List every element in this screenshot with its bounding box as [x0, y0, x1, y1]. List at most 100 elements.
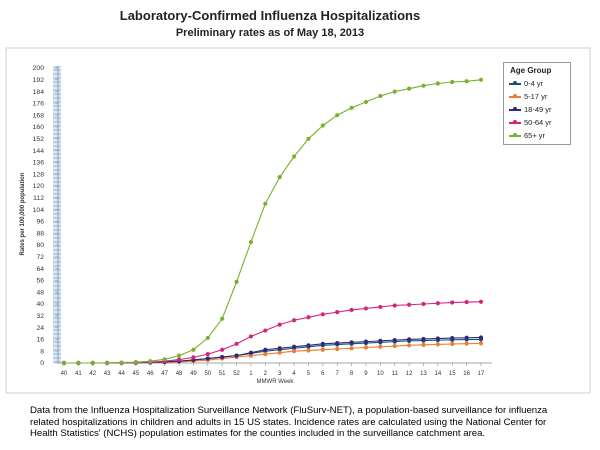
data-point: [421, 301, 426, 307]
data-point: [76, 360, 81, 366]
data-point: [162, 357, 167, 362]
data-point: [435, 301, 440, 306]
data-point: [378, 338, 383, 343]
data-point: [205, 335, 210, 341]
data-point: [277, 350, 282, 355]
data-point: [464, 335, 469, 340]
y-tick-label: 184: [33, 89, 45, 96]
data-point: [450, 300, 455, 305]
data-point: [234, 353, 239, 358]
x-axis-label: MMWR Week: [257, 379, 295, 385]
data-point: [320, 312, 325, 317]
x-tick-label: 14: [435, 371, 442, 377]
data-point: [407, 86, 412, 91]
legend-item: 0-4 yr: [504, 77, 570, 90]
legend-label: 50-64 yr: [524, 118, 552, 127]
x-tick-label: 46: [147, 371, 154, 377]
y-tick-label: 112: [33, 195, 44, 202]
data-point: [205, 352, 210, 357]
data-point: [407, 343, 412, 348]
data-point: [392, 343, 397, 349]
series-0-4-yr: [61, 337, 484, 366]
data-point: [306, 315, 311, 320]
data-point: [105, 360, 110, 365]
y-tick-label: 56: [36, 278, 44, 285]
x-tick-label: 17: [478, 371, 485, 377]
data-point: [248, 334, 254, 339]
plot-frame: [5, 47, 591, 394]
y-tick-label: 176: [33, 101, 45, 108]
y-tick-label: 88: [36, 230, 44, 237]
line-chart: 0816243240485664728088961041121201281361…: [5, 47, 591, 394]
data-point: [335, 346, 340, 352]
data-point: [378, 344, 383, 349]
x-tick-label: 15: [449, 371, 456, 377]
x-tick-label: 7: [336, 371, 340, 377]
data-point: [435, 336, 440, 341]
y-tick-label: 32: [36, 313, 44, 320]
data-point: [277, 322, 282, 327]
series-5-17-yr: [61, 341, 484, 366]
x-tick-label: 3: [278, 371, 282, 377]
y-tick-label: 128: [33, 171, 45, 178]
data-point: [349, 346, 354, 351]
y-tick-label: 40: [36, 301, 44, 308]
data-point: [450, 335, 455, 341]
data-point: [306, 348, 311, 353]
data-point: [363, 345, 369, 350]
data-point: [220, 316, 225, 321]
y-tick-label: 192: [33, 77, 45, 84]
data-point: [335, 340, 340, 346]
data-point: [90, 360, 95, 366]
y-ticks: 0 8 16 24 32 40 48 56 64 72 80 88 96 104 112 120 128 136 1…: [33, 65, 58, 367]
x-tick-label: 48: [176, 371, 183, 377]
data-point: [205, 356, 210, 361]
data-point: [363, 339, 369, 344]
data-point: [61, 360, 67, 366]
data-point: [478, 335, 484, 340]
data-point: [478, 341, 484, 346]
legend-item: 65+ yr: [504, 129, 570, 142]
x-tick-label: 44: [118, 371, 125, 377]
data-point: [263, 352, 268, 357]
data-point: [119, 360, 124, 365]
legend-label: 0-4 yr: [524, 79, 544, 88]
x-tick-label: 12: [406, 371, 413, 377]
data-point: [464, 341, 469, 346]
x-tick-label: 6: [321, 371, 325, 377]
chart-subtitle: Preliminary rates as of May 18, 2013: [175, 27, 365, 39]
data-point: [392, 303, 397, 308]
caption: Data from the Influenza Hospitalization …: [30, 405, 548, 440]
legend-label: 18-49 yr: [524, 105, 552, 114]
data-point: [378, 304, 383, 310]
data-point: [148, 359, 153, 364]
y-tick-label: 96: [36, 219, 44, 226]
data-point: [335, 310, 340, 315]
data-point: [464, 299, 469, 305]
data-point: [306, 136, 311, 141]
data-point: [248, 239, 254, 245]
legend-swatch: [509, 120, 521, 124]
data-point: [421, 83, 426, 88]
legend: Age Group 0-4 yr 5-17 yr 18-49 yr 50-64 yr 6…: [503, 62, 571, 145]
series-line: [64, 338, 482, 364]
data-point: [306, 343, 311, 348]
data-point: [263, 201, 268, 206]
y-tick-label: 16: [36, 337, 44, 344]
y-tick-label: 64: [36, 266, 44, 273]
legend-item: 18-49 yr: [504, 103, 570, 116]
legend-swatch: [509, 81, 521, 85]
x-tick-label: 8: [350, 371, 354, 377]
data-point: [320, 123, 325, 128]
x-tick-label: 4: [292, 371, 296, 377]
data-point: [478, 77, 484, 82]
legend-swatch: [509, 133, 521, 137]
x-tick-label: 42: [89, 371, 96, 377]
legend-swatch: [509, 107, 521, 111]
x-tick-label: 5: [307, 371, 311, 377]
data-point: [291, 349, 297, 354]
data-point: [320, 341, 325, 346]
data-point: [450, 341, 455, 347]
data-point: [176, 353, 182, 358]
legend-items: 0-4 yr 5-17 yr 18-49 yr 50-64 yr 65+ yr: [504, 77, 570, 142]
